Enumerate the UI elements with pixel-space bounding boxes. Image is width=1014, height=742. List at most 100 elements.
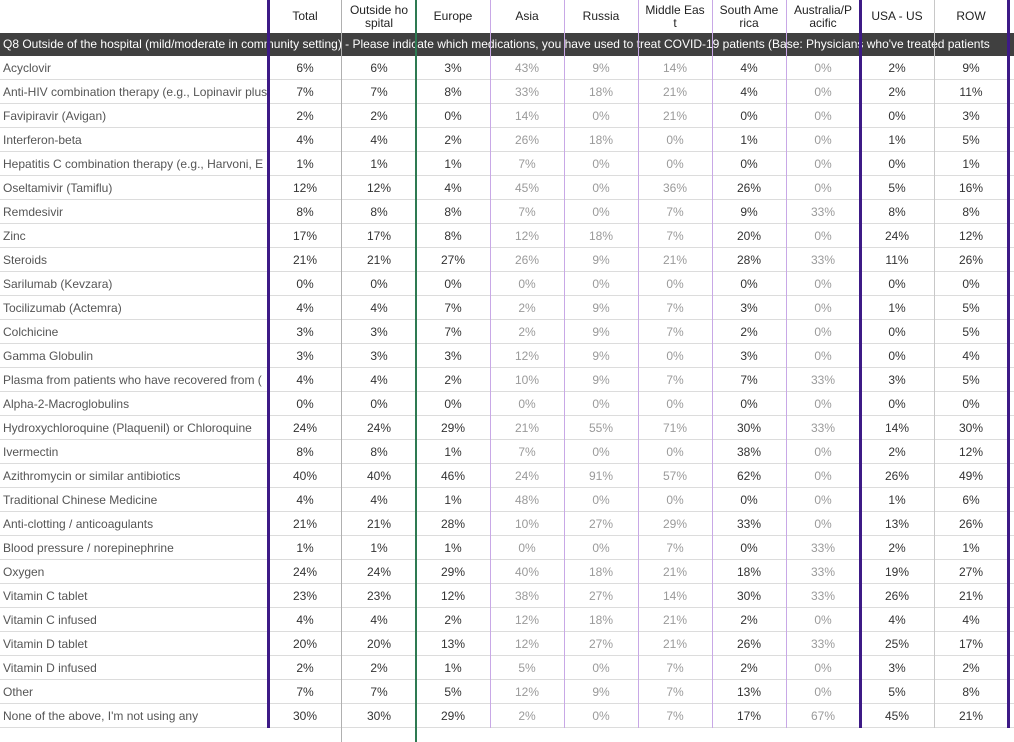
cell-value: 12% (292, 181, 318, 195)
cell-value: 8% (296, 205, 314, 219)
column-line (564, 0, 565, 728)
cell-value: 1% (296, 157, 314, 171)
cell-value: 0% (666, 277, 684, 291)
row-line (0, 295, 1014, 296)
cell-value: 0% (592, 541, 610, 555)
cell-value: 9% (740, 205, 758, 219)
cell-value: 7% (518, 445, 536, 459)
question-banner: Q8 Outside of the hospital (mild/moderat… (0, 33, 1014, 56)
cell-value: 24% (884, 229, 910, 243)
row-line (0, 559, 1014, 560)
row-line (0, 127, 1014, 128)
cell-value: 4% (370, 493, 388, 507)
cell-value: 19% (884, 565, 910, 579)
cell-value: 17% (958, 637, 984, 651)
cell-value: 0% (592, 445, 610, 459)
cell-value: 4% (296, 613, 314, 627)
row-label: Vitamin D tablet (3, 637, 88, 651)
row-line (0, 199, 1014, 200)
cell-value: 28% (736, 253, 762, 267)
cell-value: 10% (514, 373, 540, 387)
row-line (0, 79, 1014, 80)
cell-value: 0% (666, 445, 684, 459)
cell-value: 3% (740, 349, 758, 363)
row-line (0, 223, 1014, 224)
cell-value: 45% (514, 181, 540, 195)
row-line (0, 415, 1014, 416)
cell-value: 71% (662, 421, 688, 435)
cell-value: 0% (666, 397, 684, 411)
cell-value: 26% (958, 253, 984, 267)
cell-value: 1% (740, 133, 758, 147)
cell-value: 24% (292, 421, 318, 435)
row-line (0, 271, 1014, 272)
cell-value: 7% (518, 157, 536, 171)
column-line (267, 0, 270, 728)
cell-value: 5% (444, 685, 462, 699)
row-label: Oseltamivir (Tamiflu) (3, 181, 113, 195)
cell-value: 4% (888, 613, 906, 627)
cell-value: 45% (884, 709, 910, 723)
column-header: ROW (956, 9, 986, 23)
cell-value: 7% (666, 325, 684, 339)
row-label: Oxygen (3, 565, 45, 579)
cell-value: 3% (370, 349, 388, 363)
cell-value: 28% (440, 517, 466, 531)
cell-value: 40% (292, 469, 318, 483)
cell-value: 23% (292, 589, 318, 603)
column-line (934, 0, 935, 728)
row-label: Anti-HIV combination therapy (e.g., Lopi… (3, 85, 268, 99)
cell-value: 33% (514, 85, 540, 99)
column-line (859, 0, 862, 728)
cell-value: 0% (666, 157, 684, 171)
row-label: Traditional Chinese Medicine (3, 493, 158, 507)
cell-value: 5% (888, 685, 906, 699)
cell-value: 29% (440, 565, 466, 579)
column-header: Outside hospital (349, 2, 409, 30)
cell-value: 27% (958, 565, 984, 579)
row-label: Acyclovir (3, 61, 52, 75)
cell-value: 4% (296, 133, 314, 147)
column-line (638, 0, 639, 728)
row-line (0, 631, 1014, 632)
cell-value: 18% (588, 133, 614, 147)
row-line (0, 487, 1014, 488)
cell-value: 49% (958, 469, 984, 483)
cell-value: 0% (740, 277, 758, 291)
cell-value: 55% (588, 421, 614, 435)
row-label: Alpha-2-Macroglobulins (3, 397, 130, 411)
column-line (1007, 0, 1010, 728)
cell-value: 0% (518, 397, 536, 411)
cell-value: 1% (444, 445, 462, 459)
cell-value: 33% (810, 565, 836, 579)
row-label: Colchicine (3, 325, 59, 339)
cell-value: 10% (514, 517, 540, 531)
cell-value: 18% (588, 565, 614, 579)
cell-value: 27% (588, 589, 614, 603)
cell-value: 26% (736, 637, 762, 651)
cell-value: 4% (296, 301, 314, 315)
cell-value: 1% (444, 493, 462, 507)
cell-value: 8% (444, 229, 462, 243)
cell-value: 12% (514, 229, 540, 243)
row-line (0, 511, 1014, 512)
cell-value: 0% (444, 277, 462, 291)
column-header: Asia (515, 9, 539, 23)
cell-value: 33% (810, 637, 836, 651)
cell-value: 4% (296, 493, 314, 507)
cell-value: 20% (366, 637, 392, 651)
cell-value: 21% (366, 517, 392, 531)
cell-value: 7% (666, 661, 684, 675)
cell-value: 1% (444, 157, 462, 171)
cell-value: 8% (296, 445, 314, 459)
cell-value: 57% (662, 469, 688, 483)
row-label: Vitamin C infused (3, 613, 97, 627)
cell-value: 8% (444, 205, 462, 219)
cell-value: 1% (962, 157, 980, 171)
cell-value: 0% (518, 541, 536, 555)
cell-value: 12% (440, 589, 466, 603)
cell-value: 67% (810, 709, 836, 723)
cell-value: 21% (958, 589, 984, 603)
cell-value: 20% (292, 637, 318, 651)
column-line (341, 0, 342, 742)
